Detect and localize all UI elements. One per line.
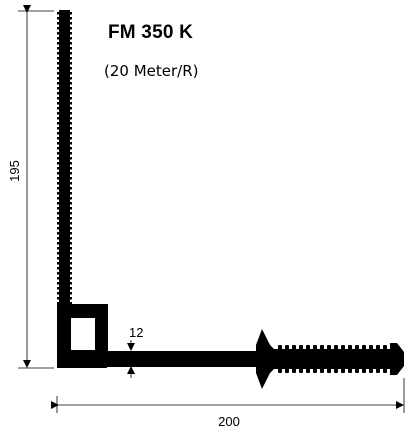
height-dimension: 195 (7, 5, 54, 369)
flange-rib (57, 12, 72, 15)
flange-rib (57, 157, 72, 160)
flange-rib (57, 182, 72, 185)
profile-shape (57, 10, 404, 389)
flange-rib (57, 247, 72, 250)
flange-rib (57, 122, 72, 125)
flange-rib (57, 217, 72, 220)
anchor-tooth (327, 345, 331, 373)
anchor-tooth (313, 345, 317, 373)
flange-rib (57, 137, 72, 140)
flange-rib (57, 67, 72, 70)
flange-rib (57, 252, 72, 255)
anchor-tooth (341, 345, 345, 373)
flange-rib (57, 127, 72, 130)
flange-rib (57, 232, 72, 235)
flange-rib (57, 57, 72, 60)
flange-rib (57, 192, 72, 195)
product-title: FM 350 K (108, 22, 194, 43)
flange-rib (57, 102, 72, 105)
flange-rib (57, 202, 72, 205)
horizontal-web (104, 351, 264, 367)
anchor-tooth (292, 345, 296, 373)
flange-rib (57, 167, 72, 170)
flange-rib (57, 72, 72, 75)
flange-rib (57, 212, 72, 215)
flange-rib (57, 22, 72, 25)
thickness-dimension: 12 (127, 325, 143, 378)
width-label: 200 (218, 414, 240, 429)
anchor-tooth (285, 345, 289, 373)
flange-rib (57, 87, 72, 90)
flange-rib (57, 152, 72, 155)
flange-rib (57, 62, 72, 65)
anchor-tooth (306, 345, 310, 373)
thickness-label: 12 (129, 325, 143, 340)
anchor-tip (390, 343, 404, 375)
anchor-stop (256, 329, 276, 389)
anchor-tooth (278, 345, 282, 373)
flange-rib (57, 302, 72, 305)
flange-rib (57, 112, 72, 115)
corner-base (57, 350, 107, 368)
flange-rib (57, 82, 72, 85)
flange-rib (57, 287, 72, 290)
flange-rib (57, 207, 72, 210)
flange-rib (57, 242, 72, 245)
flange-rib (57, 92, 72, 95)
flange-rib (57, 162, 72, 165)
anchor-tooth (376, 345, 380, 373)
flange-rib (57, 117, 72, 120)
anchor-tooth (348, 345, 352, 373)
product-subtitle: (20 Meter/R) (104, 62, 199, 80)
flange-rib (57, 37, 72, 40)
flange-rib (57, 147, 72, 150)
anchor-tooth (334, 345, 338, 373)
anchor-tooth (320, 345, 324, 373)
flange-rib (57, 77, 72, 80)
flange-rib (57, 132, 72, 135)
flange-rib (57, 227, 72, 230)
flange-rib (57, 277, 72, 280)
flange-rib (57, 97, 72, 100)
flange-rib (57, 257, 72, 260)
flange-rib (57, 172, 72, 175)
flange-ribs (57, 12, 72, 305)
flange-rib (57, 197, 72, 200)
flange-rib (57, 17, 72, 20)
flange-rib (57, 142, 72, 145)
flange-rib (57, 267, 72, 270)
flange-rib (57, 272, 72, 275)
flange-rib (57, 292, 72, 295)
flange-rib (57, 262, 72, 265)
flange-rib (57, 282, 72, 285)
flange-rib (57, 32, 72, 35)
anchor-tooth (355, 345, 359, 373)
anchor-tooth (383, 345, 387, 373)
flange-rib (57, 47, 72, 50)
height-label: 195 (7, 160, 22, 182)
flange-rib (57, 42, 72, 45)
width-dimension: 200 (51, 378, 405, 429)
anchor-tooth (362, 345, 366, 373)
flange-rib (57, 237, 72, 240)
flange-rib (57, 107, 72, 110)
flange-rib (57, 27, 72, 30)
corner-bulb (57, 304, 108, 360)
anchor-teeth (278, 345, 387, 373)
anchor-tooth (299, 345, 303, 373)
flange-rib (57, 177, 72, 180)
flange-rib (57, 187, 72, 190)
flange-rib (57, 222, 72, 225)
anchor-tooth (369, 345, 373, 373)
flange-rib (57, 52, 72, 55)
flange-rib (57, 297, 72, 300)
